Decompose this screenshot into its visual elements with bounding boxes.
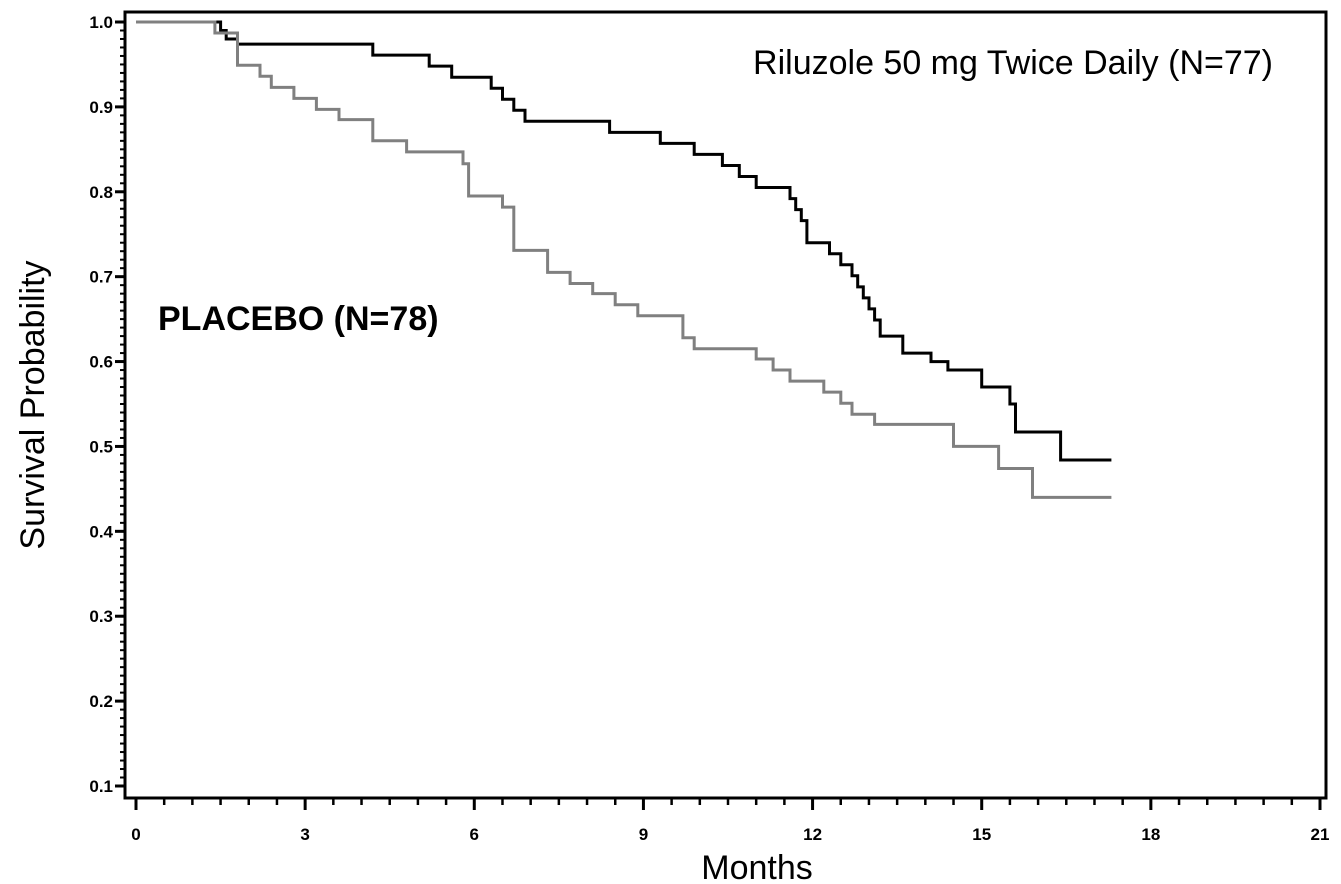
plot-frame (123, 10, 1328, 800)
ticks-layer (115, 20, 1322, 810)
x-tick-label: 6 (470, 825, 479, 844)
placebo-survival-curve (136, 20, 1112, 499)
y-tick-label: 0.2 (89, 692, 113, 711)
y-tick-label: 0.8 (89, 183, 113, 202)
y-tick-label: 0.6 (89, 353, 113, 372)
x-tick-label: 0 (131, 825, 140, 844)
x-tick-label: 3 (300, 825, 309, 844)
y-tick-label: 0.5 (89, 437, 113, 456)
riluzole-survival-curve (136, 20, 1112, 462)
x-tick-label: 18 (1141, 825, 1160, 844)
y-tick-label: 0.1 (89, 777, 113, 796)
y-tick-label: 0.3 (89, 607, 113, 626)
y-axis-title: Survival Probability (14, 260, 52, 549)
tick-labels-layer: 0.1 0.2 0.3 0.4 0.5 0.6 0.7 0.8 0.9 1.0 0 3 6 9 12 15 18… (89, 13, 1329, 844)
x-axis-title: Months (701, 849, 813, 884)
x-tick-label: 21 (1311, 825, 1330, 844)
y-tick-label: 0.9 (89, 98, 113, 117)
y-tick-label: 0.7 (89, 268, 113, 287)
series-layer (136, 20, 1112, 499)
y-tick-label: 0.4 (89, 522, 113, 541)
y-tick-label: 1.0 (89, 13, 113, 32)
x-tick-label: 15 (972, 825, 991, 844)
x-tick-label: 9 (639, 825, 648, 844)
riluzole-series-label: Riluzole 50 mg Twice Daily (N=77) (753, 44, 1273, 82)
x-tick-label: 12 (803, 825, 822, 844)
placebo-series-label: PLACEBO (N=78) (158, 300, 439, 338)
